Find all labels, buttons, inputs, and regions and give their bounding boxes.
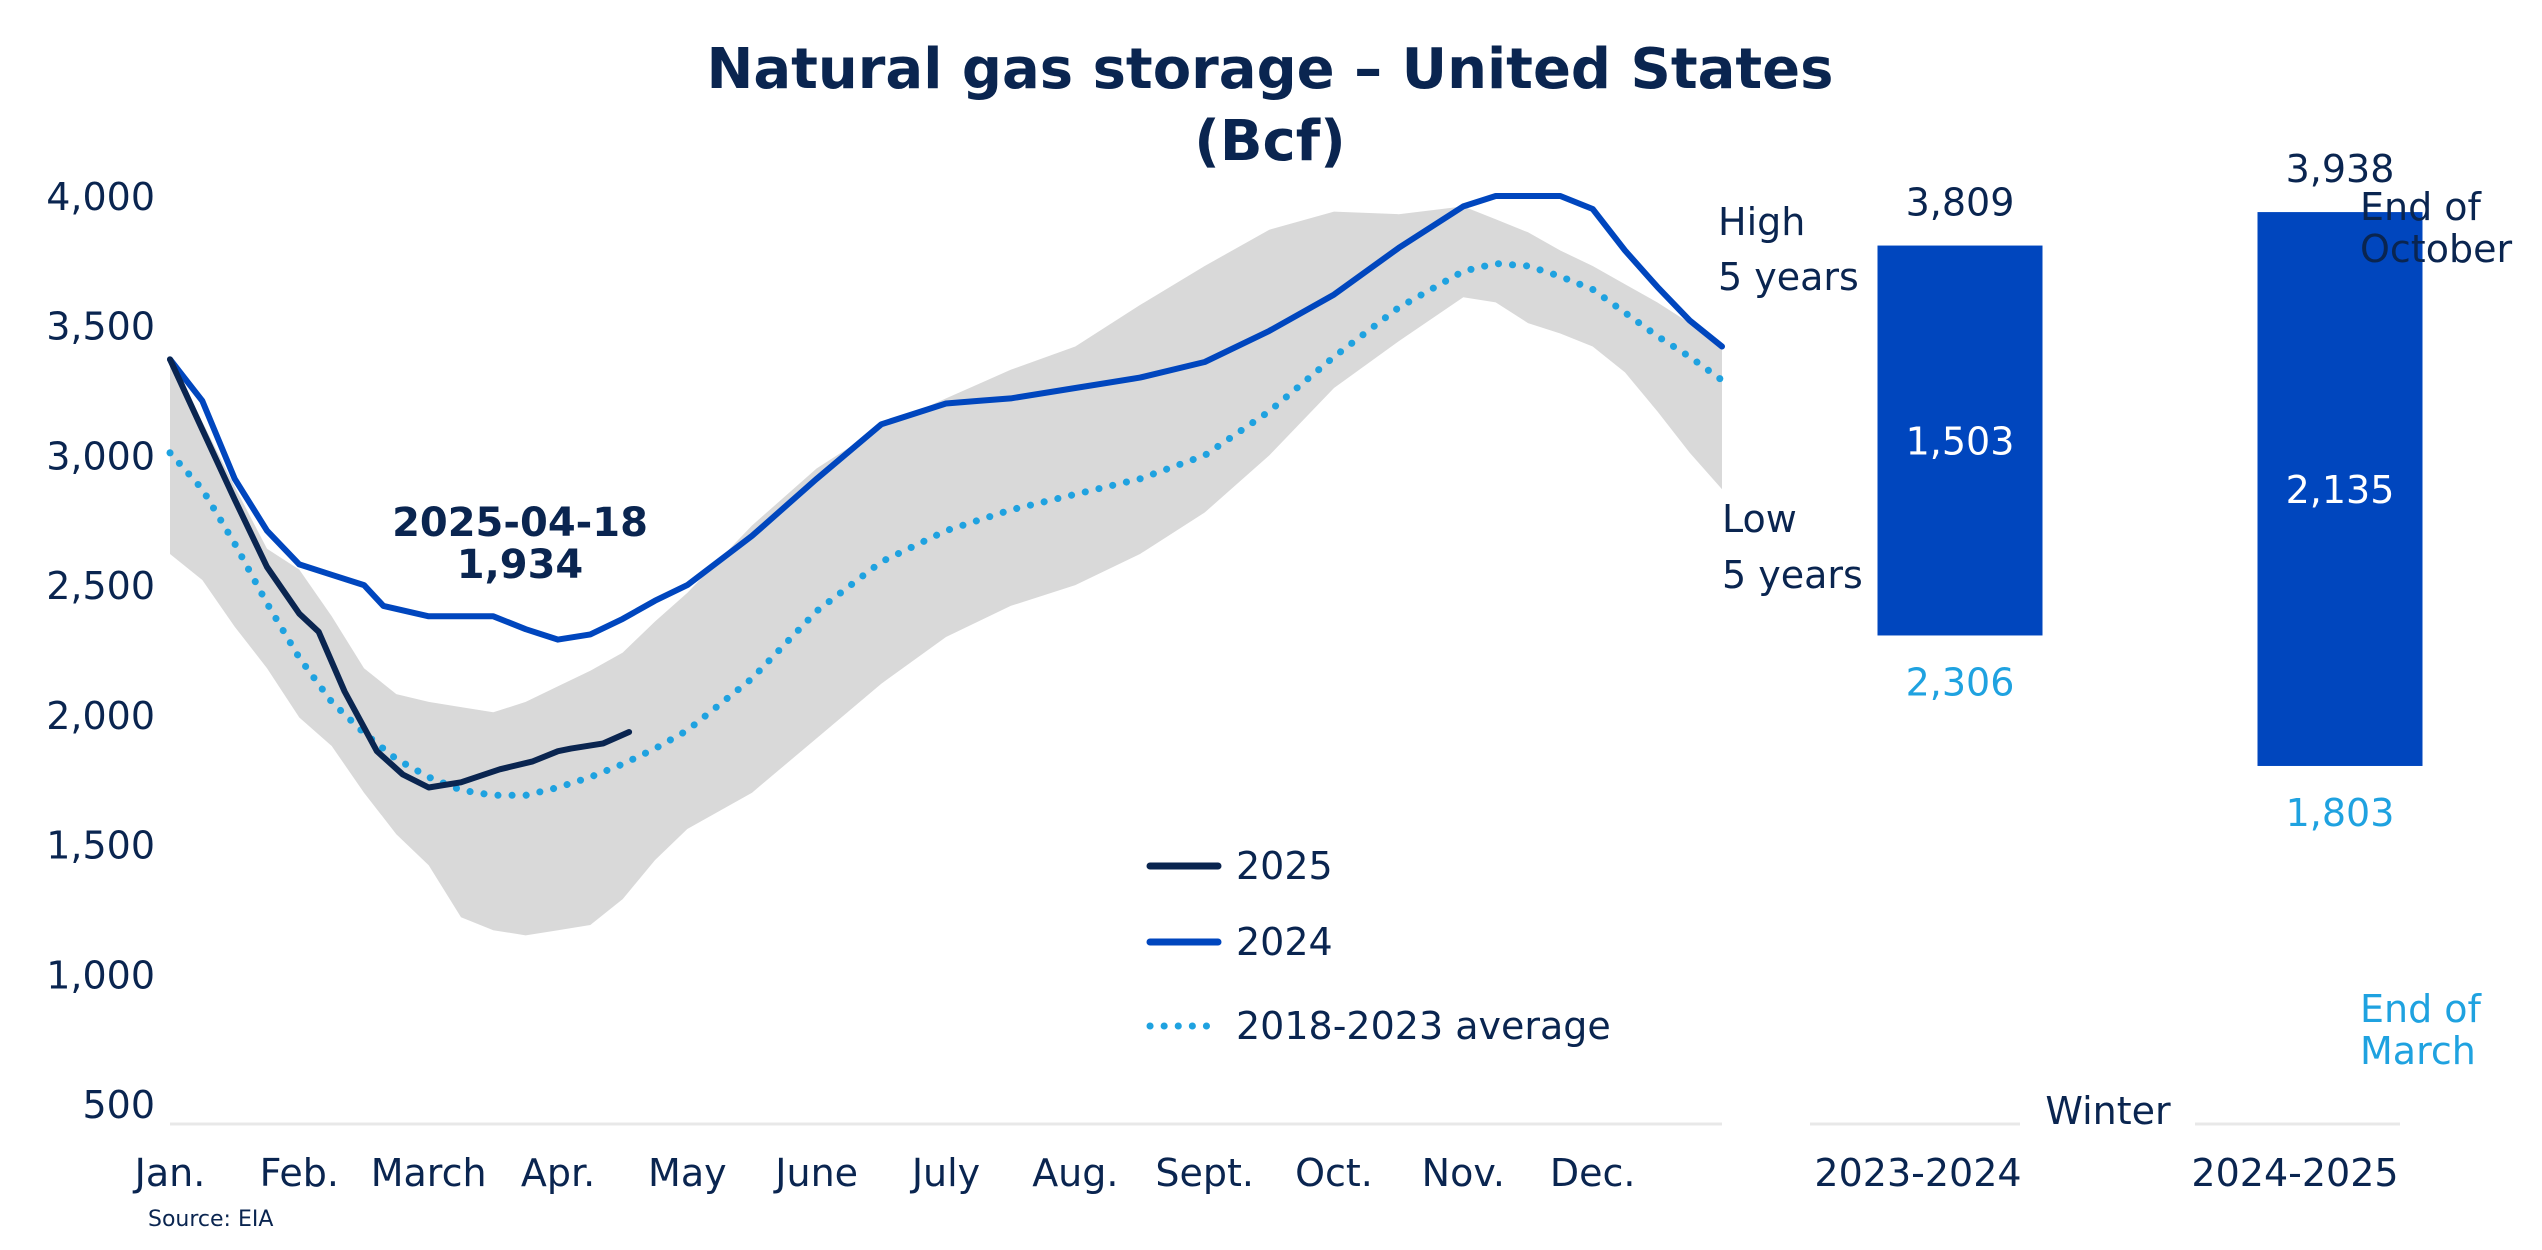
y-tick-label: 500 bbox=[82, 1083, 155, 1127]
chart-subtitle: (Bcf) bbox=[1194, 109, 1345, 174]
annotation: 2025-04-18 1,934 bbox=[392, 500, 648, 588]
high-years: 5 years bbox=[1718, 255, 1859, 299]
x-tick-label: Apr. bbox=[521, 1151, 595, 1195]
bar-xlabel: Winter bbox=[2045, 1089, 2171, 1133]
bar-label-march: 2,306 bbox=[1906, 660, 2015, 704]
series-line-2024 bbox=[167, 193, 1725, 643]
y-tick-label: 2,000 bbox=[46, 694, 155, 738]
legend-label: 2018-2023 average bbox=[1236, 1004, 1611, 1048]
bar-label-withdrawal: 1,503 bbox=[1906, 420, 2015, 464]
x-tick-label: Aug. bbox=[1032, 1151, 1118, 1195]
bars-layer: 3,809 1,503 2,306 2023-2024 3,938 2,135 1,803 2… bbox=[1814, 147, 2423, 1195]
x-tick-label: Dec. bbox=[1550, 1151, 1636, 1195]
y-tick-label: 4,000 bbox=[46, 175, 155, 219]
x-tick-label: Feb. bbox=[260, 1151, 339, 1195]
bar-category-label: 2024-2025 bbox=[2191, 1151, 2398, 1195]
x-tick-label: June bbox=[773, 1151, 858, 1195]
end-of-october-label-1: End of bbox=[2360, 185, 2483, 229]
y-tick-label: 3,500 bbox=[46, 305, 155, 349]
x-tick-label: Oct. bbox=[1295, 1151, 1373, 1195]
legend: 2025 2024 2018-2023 average bbox=[1146, 844, 1611, 1048]
bar-label-march: 1,803 bbox=[2286, 791, 2395, 835]
x-tick-label: July bbox=[910, 1151, 980, 1195]
chart-title: Natural gas storage – United States bbox=[707, 37, 1834, 102]
x-tick-label: May bbox=[648, 1151, 727, 1195]
y-tick-label: 1,500 bbox=[46, 824, 155, 868]
y-axis: 4,000 3,500 3,000 2,500 2,000 1,500 1,000 500 bbox=[46, 175, 155, 1127]
end-of-march-label-1: End of bbox=[2360, 987, 2483, 1031]
five-year-range-band bbox=[170, 206, 1722, 936]
high-annotation: High 5 years bbox=[1718, 200, 1859, 299]
annotation-date: 2025-04-18 bbox=[392, 500, 648, 546]
y-tick-label: 3,000 bbox=[46, 434, 155, 478]
x-axis: Jan. Feb. March Apr. May June July Aug. Sept. Oct… bbox=[133, 1151, 1636, 1195]
x-tick-label: March bbox=[371, 1151, 487, 1195]
source-note: Source: EIA bbox=[148, 1207, 273, 1232]
series-line-2025 bbox=[167, 356, 633, 791]
bar-label-october: 3,809 bbox=[1906, 181, 2015, 225]
high-label: High bbox=[1718, 200, 1805, 244]
y-tick-label: 1,000 bbox=[46, 953, 155, 997]
bar-label-withdrawal: 2,135 bbox=[2286, 468, 2395, 512]
end-of-march-annotation: End of March bbox=[2360, 987, 2483, 1073]
legend-label: 2025 bbox=[1236, 844, 1333, 888]
lines-layer bbox=[166, 193, 1726, 799]
end-of-march-label-2: March bbox=[2360, 1029, 2476, 1073]
winter-bar bbox=[2257, 212, 2423, 766]
end-of-october-label-2: October bbox=[2360, 227, 2512, 271]
bar-label-october: 3,938 bbox=[2286, 147, 2395, 191]
low-label: Low bbox=[1722, 497, 1797, 541]
x-tick-label: Jan. bbox=[133, 1151, 206, 1195]
low-years: 5 years bbox=[1722, 553, 1863, 597]
series-line-2018-2023-average bbox=[166, 260, 1726, 799]
y-tick-label: 2,500 bbox=[46, 564, 155, 608]
x-tick-label: Nov. bbox=[1422, 1151, 1505, 1195]
end-of-october-annotation: End of October bbox=[2360, 185, 2512, 271]
bar-category-label: 2023-2024 bbox=[1814, 1151, 2021, 1195]
winter-bar bbox=[1877, 245, 2043, 636]
low-annotation: Low 5 years bbox=[1722, 497, 1863, 597]
legend-label: 2024 bbox=[1236, 920, 1333, 964]
x-tick-label: Sept. bbox=[1155, 1151, 1254, 1195]
band-layer bbox=[170, 206, 1722, 936]
annotation-value: 1,934 bbox=[457, 542, 584, 588]
